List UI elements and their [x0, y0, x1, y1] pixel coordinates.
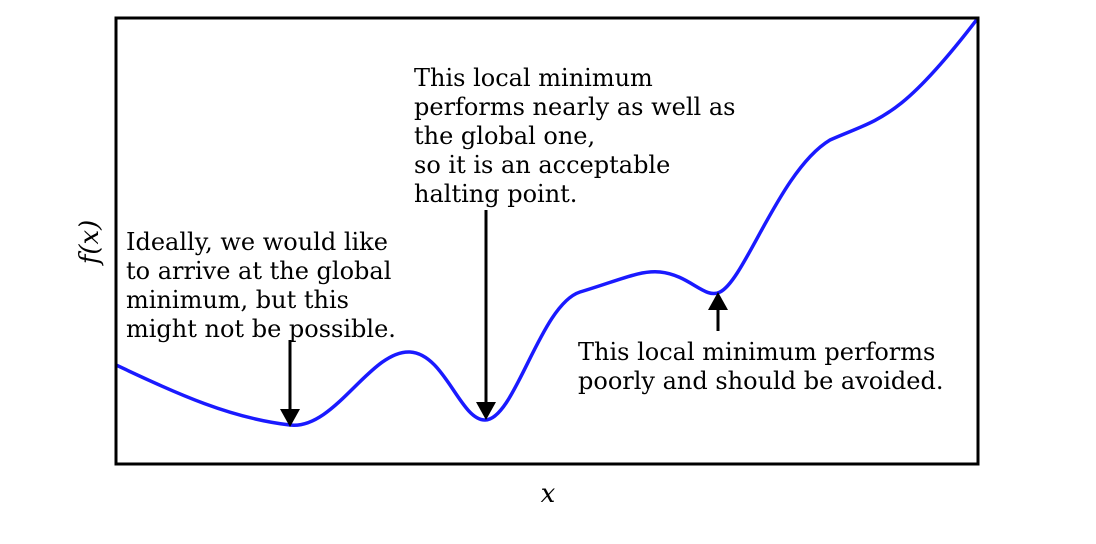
annotation-global-minimum: Ideally, we would like to arrive at the … [126, 228, 396, 343]
plot-frame [114, 16, 980, 466]
arrow-acceptable-minimum [476, 210, 496, 420]
annotation-poor-minimum: This local minimum performs poorly and s… [578, 338, 944, 395]
arrow-global-minimum [280, 340, 300, 427]
y-axis-label: f(x) [75, 220, 105, 267]
arrow-poor-minimum [708, 292, 728, 331]
x-axis-label: x [541, 479, 556, 509]
loss-curve [116, 18, 978, 427]
annotation-acceptable-minimum: This local minimum performs nearly as we… [414, 64, 736, 208]
